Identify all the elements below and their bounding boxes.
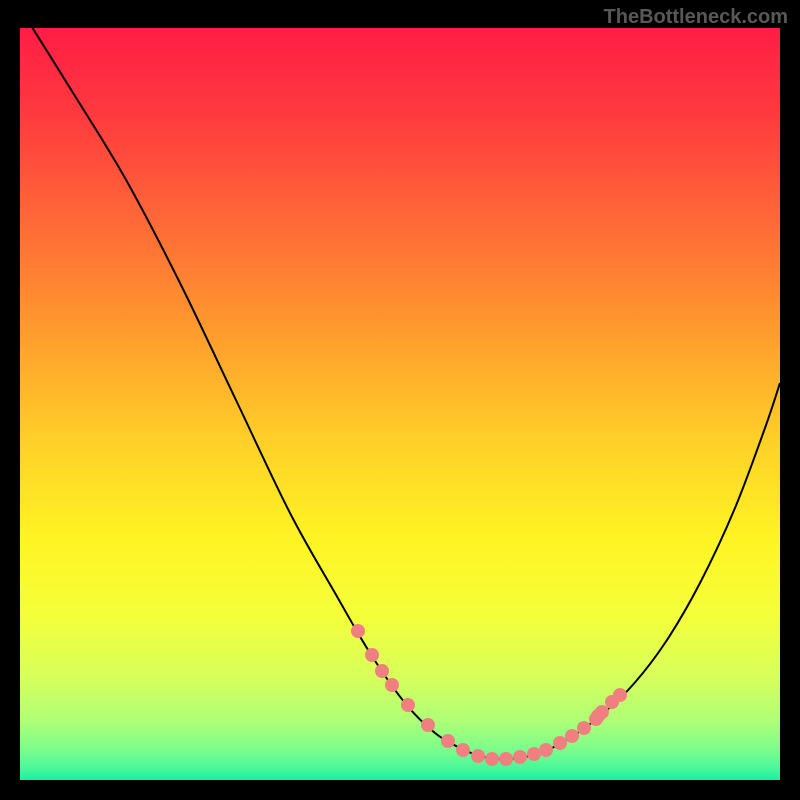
chart-background: [20, 28, 780, 780]
watermark: TheBottleneck.com: [604, 6, 788, 29]
plot-area: [20, 28, 780, 780]
